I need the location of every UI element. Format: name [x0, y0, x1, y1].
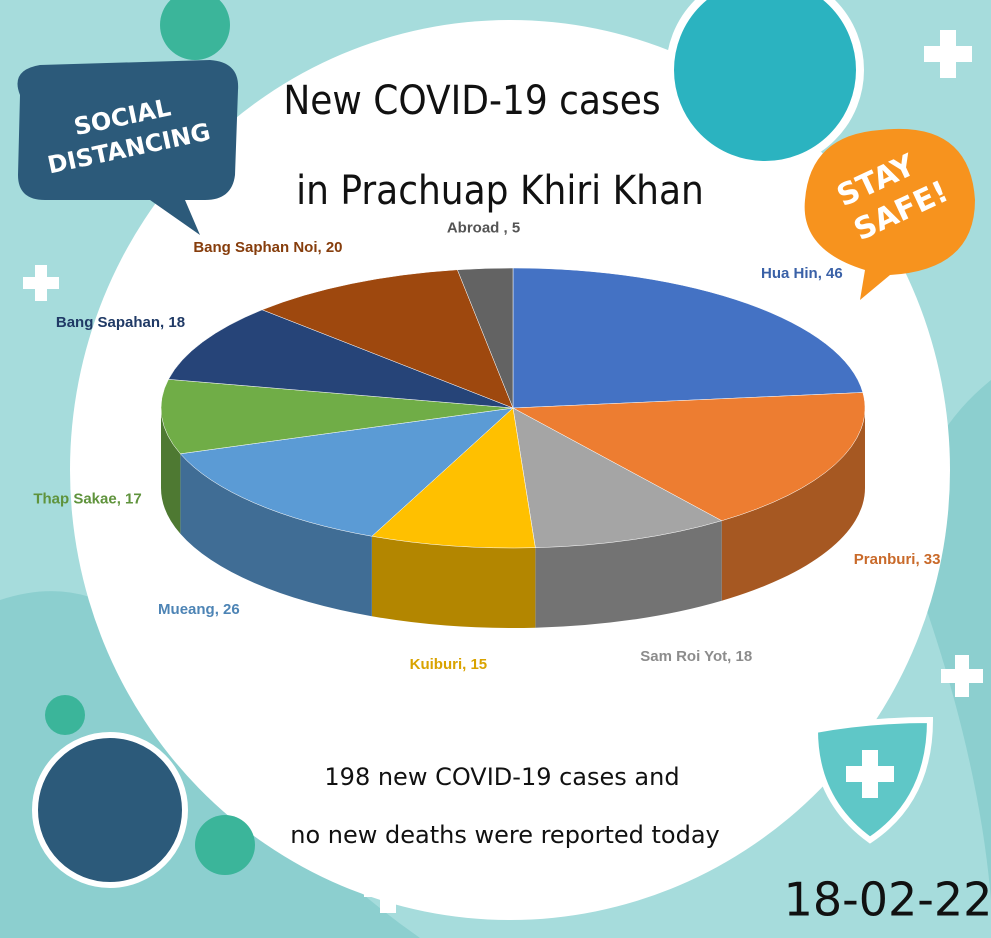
annotation: no new deaths were reported today — [290, 821, 720, 849]
pie-chart: Hua Hin, 46 Pranburi, 33 Sam Roi Yot, 18 Ku… — [33, 220, 940, 674]
chart-title: in Prachuap Khiri Khan — [296, 168, 704, 214]
data-label: Bang Saphan Noi, 20 — [193, 239, 342, 256]
handwash-icon — [666, 0, 864, 169]
slice — [179, 407, 514, 537]
slice-side — [371, 536, 536, 628]
virus-icons — [45, 0, 255, 875]
date: 18-02-22 — [784, 873, 991, 927]
slice-side — [721, 408, 865, 601]
data-label: Sam Roi Yot, 18 — [640, 648, 752, 665]
plus-icons — [23, 30, 983, 913]
data-label: Abroad , 5 — [447, 220, 520, 237]
data-label: Hua Hin, 46 — [761, 265, 843, 282]
data-label: Thap Sakae, 17 — [33, 490, 141, 507]
data-label: Bang Sapahan, 18 — [56, 314, 185, 331]
data-label: Kuiburi, 15 — [410, 656, 488, 673]
annotation: 198 new COVID-19 cases and — [324, 763, 679, 791]
chart-title: New COVID-19 cases — [283, 78, 660, 124]
speech-bubble — [17, 60, 239, 235]
slice — [371, 407, 536, 549]
slice — [512, 267, 864, 409]
slice — [457, 267, 514, 409]
slice — [160, 379, 514, 455]
slice-side — [161, 408, 181, 534]
speech-bubble — [804, 128, 975, 300]
slice — [512, 407, 723, 548]
slice — [512, 392, 866, 522]
data-label: Pranburi, 33 — [854, 551, 941, 568]
slice — [261, 269, 514, 409]
slice-side — [535, 520, 722, 628]
slice — [168, 309, 514, 409]
slice-tops — [160, 267, 866, 549]
shield-plus — [846, 750, 894, 798]
slice-side — [180, 453, 372, 617]
person-icon — [32, 732, 188, 888]
data-label: Mueang, 26 — [158, 601, 240, 618]
slice-sides — [161, 408, 865, 628]
